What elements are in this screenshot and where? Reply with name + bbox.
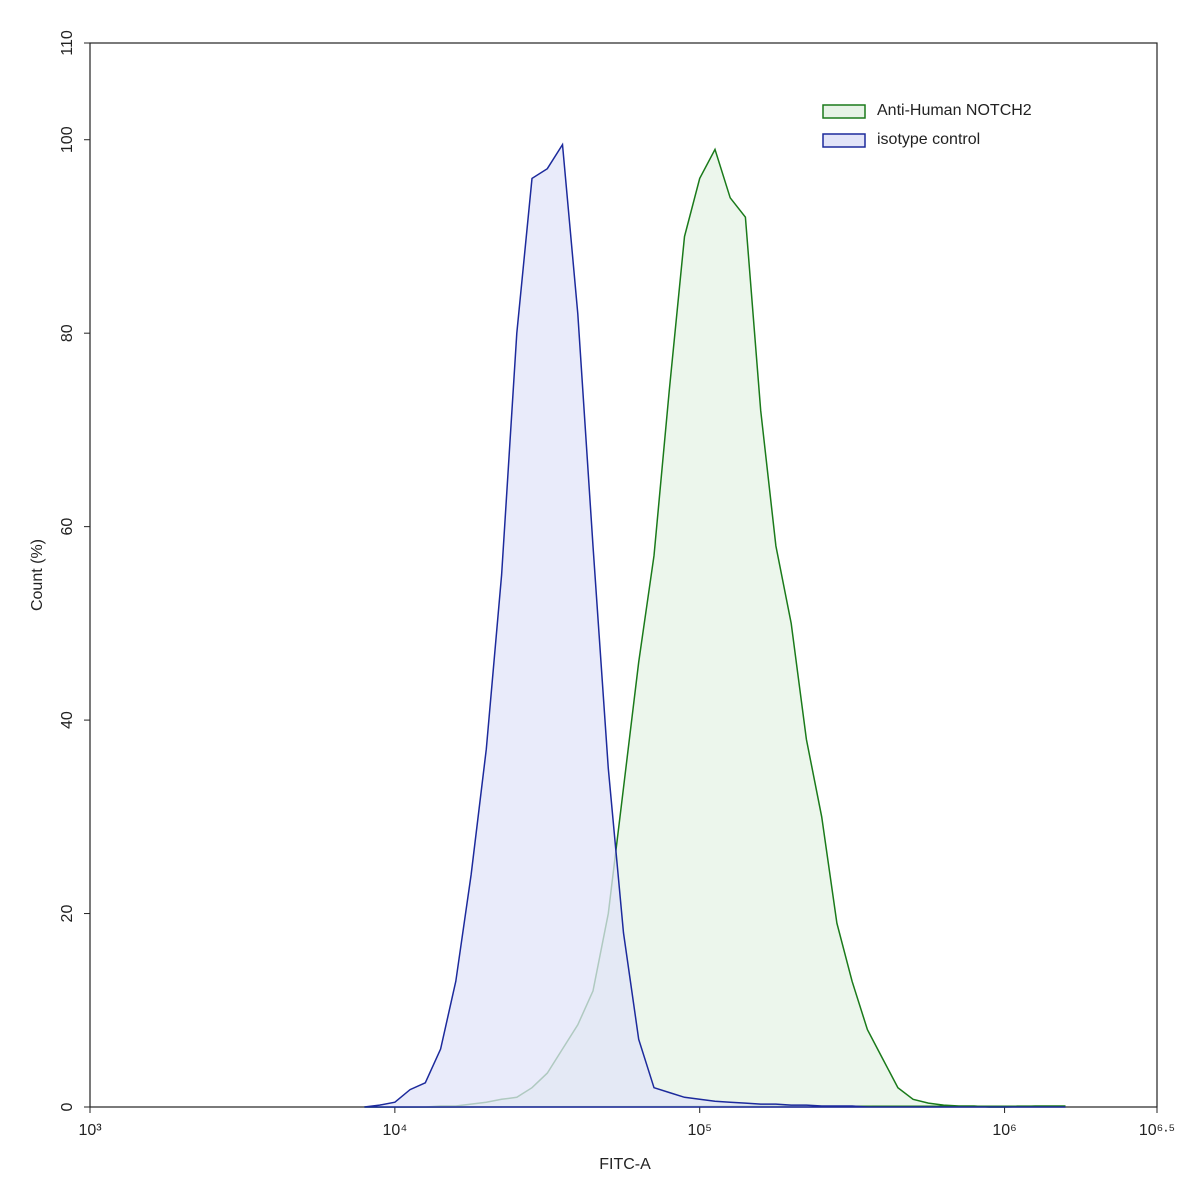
y-tick-label: 0	[59, 1102, 76, 1111]
x-tick-label: 10³	[78, 1122, 102, 1139]
area	[364, 142, 1066, 1108]
legend-swatch	[822, 104, 866, 119]
y-tick-label: 60	[59, 518, 76, 536]
legend-label: isotype control	[877, 131, 980, 148]
legend-swatch	[822, 133, 866, 148]
x-tick-label: 10⁶·⁵	[1139, 1122, 1175, 1139]
y-tick-label: 40	[59, 711, 76, 729]
legend-label: Anti-Human NOTCH2	[877, 102, 1032, 119]
y-tick-label: 110	[59, 30, 76, 56]
y-axis-label: Count (%)	[29, 539, 46, 611]
x-tick-label: 10⁴	[383, 1122, 408, 1139]
y-tick-label: 20	[59, 905, 76, 923]
x-axis-label: FITC-A	[599, 1156, 651, 1173]
y-tick-label: 80	[59, 324, 76, 342]
x-tick-label: 10⁵	[687, 1122, 711, 1139]
y-tick-label: 100	[59, 126, 76, 153]
x-tick-label: 10⁶	[992, 1122, 1016, 1139]
